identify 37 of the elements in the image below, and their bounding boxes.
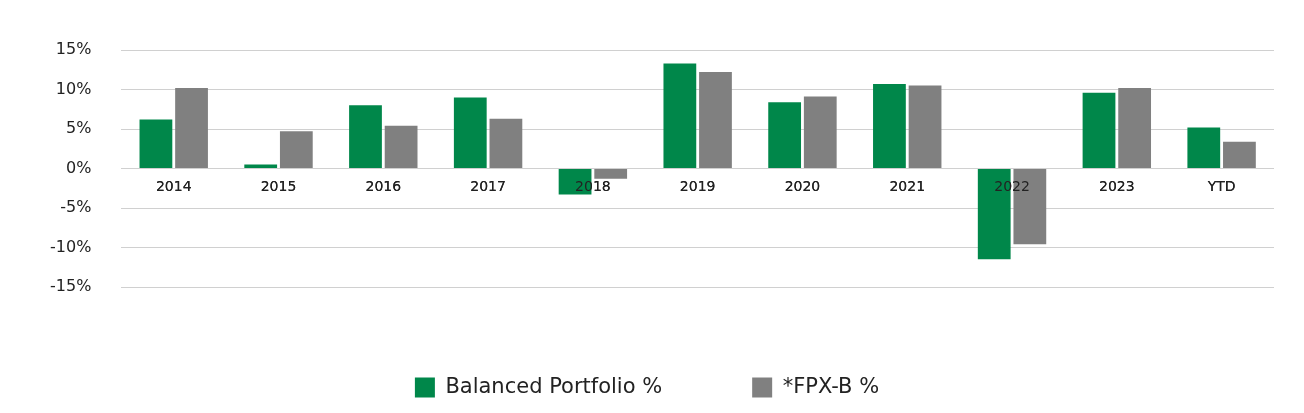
bar bbox=[349, 105, 382, 168]
y-tick-label: -15% bbox=[49, 276, 92, 296]
bar bbox=[768, 102, 802, 168]
y-tick-label: -5% bbox=[60, 197, 92, 217]
y-tick-label: -10% bbox=[49, 236, 92, 256]
bar bbox=[803, 96, 837, 168]
x-tick-label: 2020 bbox=[784, 177, 821, 194]
bar bbox=[873, 83, 906, 168]
bar bbox=[175, 87, 208, 168]
x-tick-label: 2019 bbox=[679, 177, 716, 194]
legend-label: *FPX-B % bbox=[782, 373, 880, 398]
x-tick-label: 2015 bbox=[260, 177, 297, 194]
bar bbox=[279, 131, 313, 168]
legend-label: Balanced Portfolio % bbox=[445, 373, 663, 398]
x-tick-label: 2022 bbox=[994, 177, 1030, 194]
bar bbox=[1082, 92, 1116, 168]
bar bbox=[699, 72, 732, 168]
bar bbox=[1187, 127, 1221, 168]
bar bbox=[139, 119, 173, 168]
bar bbox=[453, 97, 487, 168]
x-tick-label: 2021 bbox=[889, 177, 926, 194]
bar bbox=[908, 85, 942, 168]
y-tick-label: 10% bbox=[55, 78, 92, 98]
x-tick-label: 2016 bbox=[365, 177, 402, 194]
x-tick-label: 2023 bbox=[1099, 177, 1135, 194]
bar bbox=[1223, 141, 1256, 168]
x-tick-label: YTD bbox=[1206, 177, 1236, 194]
bar bbox=[1118, 87, 1152, 168]
x-tick-label: 2017 bbox=[470, 177, 506, 194]
x-tick-label: 2014 bbox=[155, 177, 192, 194]
y-tick-label: 0% bbox=[65, 157, 92, 177]
y-tick-label: 15% bbox=[55, 39, 92, 59]
bar bbox=[384, 125, 418, 168]
bar bbox=[489, 118, 523, 168]
bar bbox=[663, 63, 697, 168]
y-tick-label: 5% bbox=[65, 118, 92, 138]
bar bbox=[594, 169, 628, 179]
